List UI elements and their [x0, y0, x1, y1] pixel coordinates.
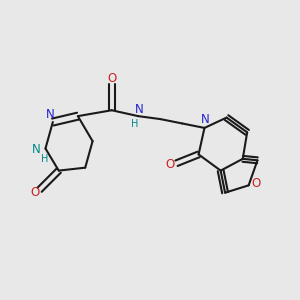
Text: H: H: [131, 119, 138, 129]
Text: N: N: [32, 143, 40, 157]
Text: H: H: [41, 154, 49, 164]
Text: N: N: [46, 108, 55, 121]
Text: O: O: [108, 72, 117, 85]
Text: O: O: [165, 158, 175, 171]
Text: O: O: [251, 177, 261, 190]
Text: O: O: [31, 186, 40, 199]
Text: N: N: [135, 103, 144, 116]
Text: N: N: [201, 113, 209, 126]
